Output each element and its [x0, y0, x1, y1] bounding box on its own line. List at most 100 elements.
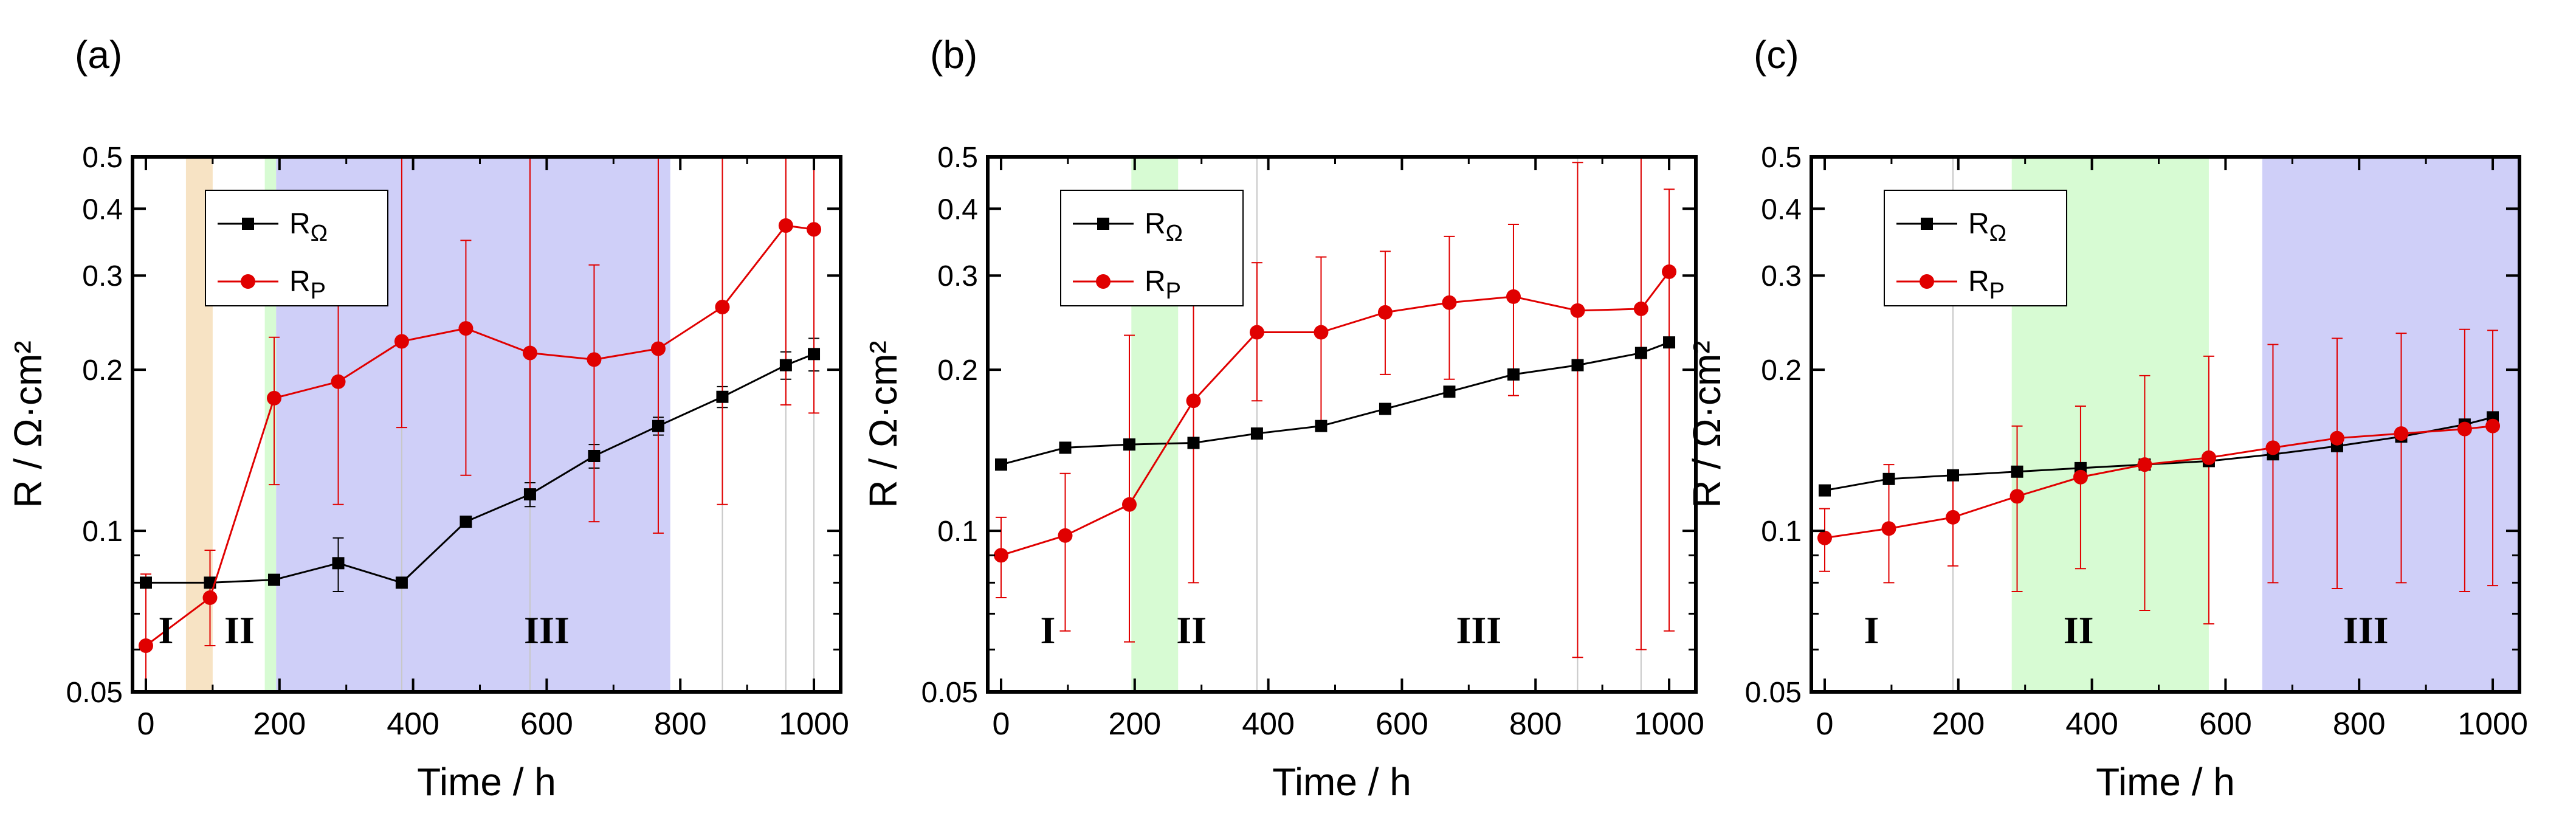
x-tick-label: 1000	[779, 706, 849, 742]
x-tick-label: 600	[2199, 706, 2252, 742]
r-p-errorbar	[140, 573, 151, 692]
y-tick-label: 0.2	[82, 354, 123, 387]
r-p-point	[2137, 457, 2152, 472]
r-ohm-point	[268, 573, 280, 586]
r-ohm-point	[1818, 484, 1831, 497]
r-ohm-point	[652, 420, 664, 432]
panel-label: (a)	[75, 33, 122, 77]
region-3	[2262, 157, 2519, 692]
x-tick-label: 200	[1932, 706, 1985, 742]
r-p-point	[1442, 295, 1457, 310]
x-tick-label: 400	[2065, 706, 2118, 742]
region-label: II	[2064, 609, 2094, 652]
y-tick-label: 0.05	[921, 677, 978, 709]
r-p-point	[2009, 489, 2025, 504]
r-p-point	[807, 222, 822, 237]
r-ohm-point	[808, 348, 821, 361]
r-ohm-point	[994, 458, 1007, 471]
r-ohm-point	[588, 450, 601, 462]
legend-marker-r-p	[1920, 274, 1934, 289]
r-ohm-line	[1824, 416, 2493, 492]
legend-label-subscript: P	[311, 278, 326, 304]
r-p-errorbar	[396, 157, 407, 429]
r-p-point	[2265, 440, 2281, 455]
r-p-errorbar	[1507, 223, 1519, 396]
r-p-point	[778, 218, 793, 233]
r-p-errorbar	[460, 240, 472, 476]
r-p-errorbar	[2139, 375, 2151, 611]
legend-label-subscript: Ω	[1989, 221, 2006, 246]
region-label: II	[224, 609, 255, 652]
y-axis-label: R / Ω·cm²	[6, 340, 50, 508]
x-tick-label: 200	[1108, 706, 1161, 742]
y-tick-label: 0.2	[1761, 354, 1802, 387]
r-p-point	[2394, 426, 2409, 441]
panel-label: (c)	[1754, 33, 1799, 77]
r-p-point	[458, 321, 474, 336]
x-tick-label: 800	[2333, 706, 2386, 742]
y-tick-label: 0.5	[1761, 142, 1802, 174]
r-p-point	[993, 548, 1008, 563]
r-p-errorbar	[2267, 344, 2279, 584]
r-p-point	[2485, 418, 2501, 433]
x-axis-label: Time / h	[2096, 760, 2235, 804]
r-p-point	[267, 390, 281, 406]
r-p-errorbar	[2203, 355, 2214, 625]
r-p-point	[2201, 450, 2216, 465]
x-tick-label: 0	[993, 706, 1010, 742]
r-ohm-point	[1947, 469, 1959, 482]
r-p-errorbar	[1315, 256, 1327, 430]
legend-marker-r-ohm	[1921, 218, 1933, 230]
r-p-errorbar	[1572, 162, 1583, 658]
r-p-errorbar	[1124, 334, 1135, 643]
legend-label-subscript: P	[1989, 278, 2005, 304]
x-tick-label: 600	[1376, 706, 1428, 742]
y-tick-label: 0.4	[937, 193, 978, 226]
region-label: I	[158, 609, 173, 652]
y-tick-label: 0.1	[1761, 516, 1802, 548]
legend-marker-r-p	[241, 274, 255, 289]
region-label: III	[1456, 609, 1501, 652]
r-ohm-point	[1250, 427, 1263, 440]
r-p-point	[394, 334, 409, 349]
y-tick-label: 0.1	[937, 516, 978, 548]
y-tick-label: 0.3	[1761, 260, 1802, 292]
r-p-point	[1506, 289, 1521, 304]
r-p-point	[2457, 421, 2472, 437]
r-p-line	[145, 224, 814, 647]
x-tick-label: 400	[1242, 706, 1295, 742]
y-tick-label: 0.1	[82, 516, 123, 548]
x-axis-label: Time / h	[1272, 760, 1411, 804]
region-label: I	[1864, 609, 1879, 652]
legend-box	[1884, 190, 2067, 306]
r-ohm-point	[1187, 437, 1200, 449]
r-p-point	[1946, 509, 1960, 525]
y-tick-label: 0.4	[82, 193, 123, 226]
r-ohm-point	[716, 390, 729, 403]
r-p-point	[1186, 393, 1201, 409]
legend-label-subscript: Ω	[311, 221, 328, 246]
x-axis-label: Time / h	[417, 760, 556, 804]
r-ohm-point	[1315, 420, 1328, 432]
r-p-point	[1122, 497, 1137, 512]
r-p-errorbar	[2075, 406, 2086, 570]
r-p-errorbar	[269, 336, 280, 486]
r-ohm-point	[1443, 385, 1456, 398]
panel-label: (b)	[930, 33, 977, 77]
plot-frame	[986, 155, 1698, 694]
region-label: III	[2343, 609, 2389, 652]
r-p-errorbar	[2395, 333, 2407, 584]
x-tick-label: 200	[253, 706, 306, 742]
legend-marker-r-p	[1096, 274, 1111, 289]
plot-frame	[131, 155, 842, 694]
y-tick-label: 0.5	[937, 142, 978, 174]
legend-label-subscript: P	[1166, 278, 1181, 304]
x-tick-label: 0	[137, 706, 155, 742]
x-tick-label: 800	[654, 706, 707, 742]
